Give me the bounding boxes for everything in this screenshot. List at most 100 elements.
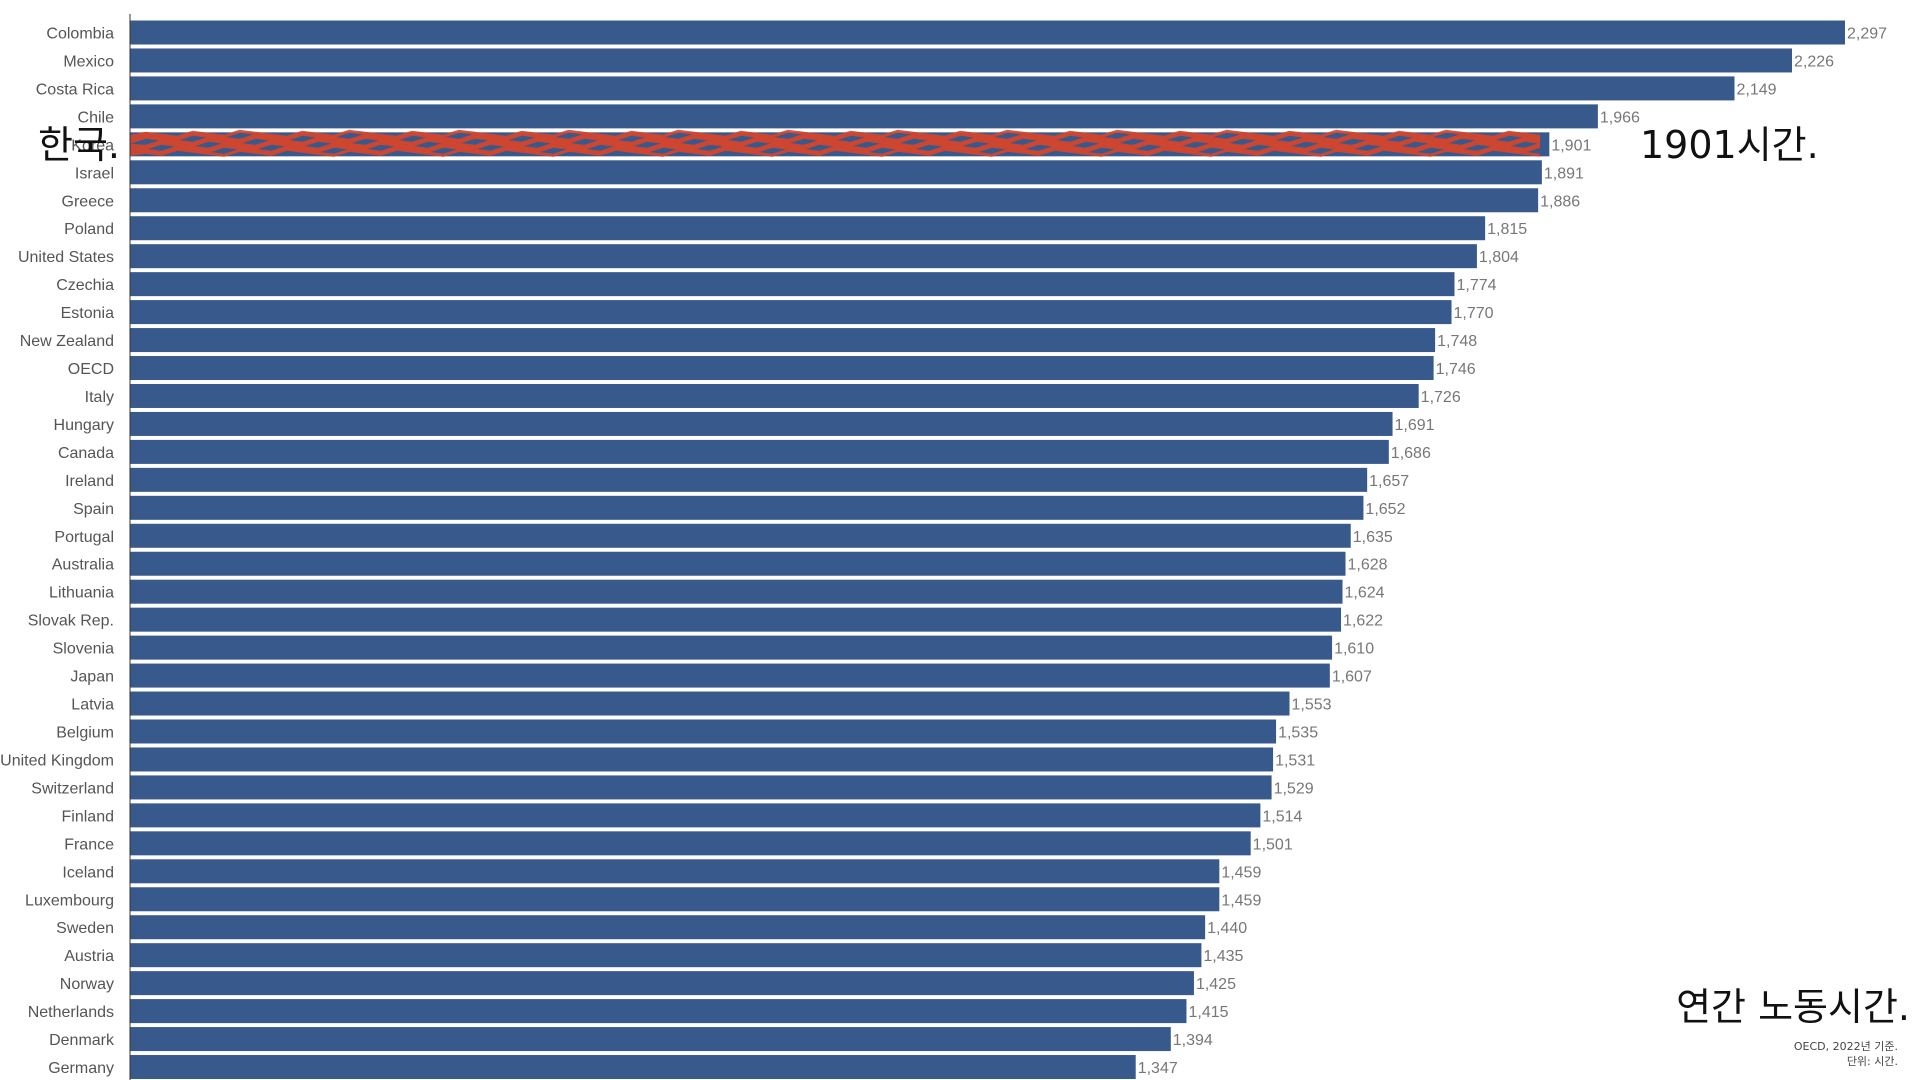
value-label-sweden: 1,440 bbox=[1207, 920, 1247, 937]
bar-luxembourg bbox=[130, 887, 1220, 912]
bar-chile bbox=[130, 104, 1598, 129]
highlight-scribble bbox=[129, 132, 1541, 142]
value-label-france: 1,501 bbox=[1253, 836, 1293, 853]
category-label-estonia: Estonia bbox=[61, 305, 114, 322]
bar-japan bbox=[130, 663, 1330, 688]
highlight-value-callout: 1901시간. bbox=[1640, 123, 1819, 167]
bar-ireland bbox=[130, 467, 1368, 492]
bar-canada bbox=[130, 439, 1389, 464]
bar-estonia bbox=[130, 300, 1452, 325]
value-label-chile: 1,966 bbox=[1600, 109, 1640, 126]
source-note: OECD, 2022년 기준. bbox=[1793, 1040, 1898, 1053]
value-label-portugal: 1,635 bbox=[1353, 529, 1393, 546]
value-label-switzerland: 1,529 bbox=[1274, 780, 1314, 797]
highlight-scribble bbox=[129, 147, 1541, 157]
category-label-hungary: Hungary bbox=[54, 417, 114, 434]
value-label-netherlands: 1,415 bbox=[1188, 1004, 1228, 1021]
value-label-mexico: 2,226 bbox=[1794, 53, 1834, 70]
category-label-denmark: Denmark bbox=[49, 1032, 115, 1049]
category-label-luxembourg: Luxembourg bbox=[25, 892, 114, 909]
bar-germany bbox=[130, 1055, 1136, 1080]
category-label-latvia: Latvia bbox=[71, 697, 114, 714]
category-label-sweden: Sweden bbox=[56, 920, 114, 937]
category-label-slovak-rep-: Slovak Rep. bbox=[28, 613, 114, 630]
category-label-portugal: Portugal bbox=[54, 529, 114, 546]
value-label-iceland: 1,459 bbox=[1221, 864, 1261, 881]
value-labels: 2,297 2,226 2,149 1,966 1,901 1,891 1,886 1,815… bbox=[1138, 26, 1887, 1078]
value-label-australia: 1,628 bbox=[1348, 557, 1388, 574]
value-label-austria: 1,435 bbox=[1203, 948, 1243, 965]
value-label-slovak-rep-: 1,622 bbox=[1343, 613, 1383, 630]
category-label-australia: Australia bbox=[52, 557, 114, 574]
category-label-italy: Italy bbox=[85, 389, 114, 406]
bar-latvia bbox=[130, 691, 1290, 716]
value-label-spain: 1,652 bbox=[1365, 501, 1405, 518]
bar-mexico bbox=[130, 48, 1792, 73]
bar-australia bbox=[130, 551, 1346, 576]
category-label-korea: Korea bbox=[71, 137, 114, 154]
bar-united-kingdom bbox=[130, 747, 1274, 772]
category-label-united-states: United States bbox=[18, 249, 114, 266]
value-label-czechia: 1,774 bbox=[1457, 277, 1497, 294]
category-label-poland: Poland bbox=[64, 221, 114, 238]
bar-portugal bbox=[130, 523, 1351, 548]
category-label-japan: Japan bbox=[70, 669, 114, 686]
bar-sweden bbox=[130, 915, 1206, 940]
bar-hungary bbox=[130, 411, 1393, 436]
value-label-italy: 1,726 bbox=[1421, 389, 1461, 406]
highlight-scribble bbox=[129, 141, 1541, 151]
bar-greece bbox=[130, 188, 1539, 213]
value-label-latvia: 1,553 bbox=[1292, 697, 1332, 714]
category-label-chile: Chile bbox=[78, 109, 115, 126]
value-label-luxembourg: 1,459 bbox=[1221, 892, 1261, 909]
bar-norway bbox=[130, 971, 1194, 996]
value-label-finland: 1,514 bbox=[1262, 808, 1302, 825]
bar-switzerland bbox=[130, 775, 1272, 800]
category-label-france: France bbox=[64, 836, 114, 853]
value-label-new-zealand: 1,748 bbox=[1437, 333, 1477, 350]
highlight-country-callout: 한국. bbox=[38, 123, 120, 167]
value-label-slovenia: 1,610 bbox=[1334, 641, 1374, 658]
bar-slovak-rep- bbox=[130, 607, 1342, 632]
bar-lithuania bbox=[130, 579, 1343, 604]
category-label-iceland: Iceland bbox=[62, 864, 114, 881]
highlight-scribble bbox=[129, 135, 1541, 145]
bar-italy bbox=[130, 383, 1419, 408]
bar-france bbox=[130, 831, 1251, 856]
value-label-hungary: 1,691 bbox=[1395, 417, 1435, 434]
category-label-netherlands: Netherlands bbox=[28, 1004, 114, 1021]
category-label-ireland: Ireland bbox=[65, 473, 114, 490]
highlight-scribble bbox=[129, 144, 1541, 154]
bar-oecd bbox=[130, 356, 1434, 381]
value-label-japan: 1,607 bbox=[1332, 669, 1372, 686]
bar-austria bbox=[130, 943, 1202, 968]
category-label-spain: Spain bbox=[73, 501, 114, 518]
value-label-colombia: 2,297 bbox=[1847, 26, 1887, 43]
value-label-lithuania: 1,624 bbox=[1345, 585, 1385, 602]
value-label-norway: 1,425 bbox=[1196, 976, 1236, 993]
category-label-oecd: OECD bbox=[68, 361, 114, 378]
bar-finland bbox=[130, 803, 1261, 828]
value-label-canada: 1,686 bbox=[1391, 445, 1431, 462]
category-label-greece: Greece bbox=[62, 193, 115, 210]
category-label-austria: Austria bbox=[64, 948, 114, 965]
category-label-mexico: Mexico bbox=[63, 53, 114, 70]
category-label-slovenia: Slovenia bbox=[53, 641, 114, 658]
bar-costa-rica bbox=[130, 76, 1735, 101]
value-label-united-states: 1,804 bbox=[1479, 249, 1519, 266]
value-label-israel: 1,891 bbox=[1544, 165, 1584, 182]
category-label-colombia: Colombia bbox=[46, 26, 114, 43]
category-label-lithuania: Lithuania bbox=[49, 585, 114, 602]
category-label-israel: Israel bbox=[75, 165, 114, 182]
category-labels: Colombia Mexico Costa Rica Chile Korea Israel… bbox=[0, 26, 115, 1078]
bar-netherlands bbox=[130, 999, 1187, 1024]
bars-group bbox=[130, 20, 1845, 1080]
value-label-korea: 1,901 bbox=[1551, 137, 1591, 154]
category-label-czechia: Czechia bbox=[56, 277, 114, 294]
bar-denmark bbox=[130, 1027, 1171, 1052]
bar-israel bbox=[130, 160, 1542, 185]
category-label-canada: Canada bbox=[58, 445, 114, 462]
value-label-ireland: 1,657 bbox=[1369, 473, 1409, 490]
category-label-new-zealand: New Zealand bbox=[20, 333, 114, 350]
